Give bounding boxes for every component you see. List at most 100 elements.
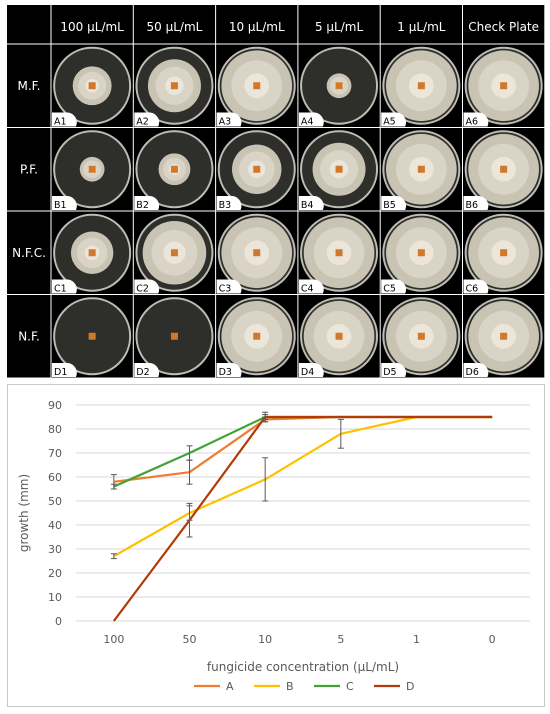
y-tick-label: 60 — [48, 471, 62, 484]
cell-label: C4 — [301, 284, 314, 295]
column-header: 1 µL/mL — [397, 20, 446, 34]
agar-plug — [500, 332, 508, 340]
column-header: Check Plate — [468, 20, 539, 34]
cell-tag — [463, 112, 489, 127]
agar-plug — [88, 249, 96, 257]
agar-plug — [253, 165, 261, 173]
column-header: 5 µL/mL — [315, 20, 364, 34]
cell-label: D6 — [466, 367, 479, 378]
cell-tag — [134, 196, 160, 210]
agar-plug — [88, 332, 96, 340]
cell-label: B4 — [301, 200, 314, 211]
cell-tag — [134, 112, 160, 127]
agar-plug — [335, 82, 343, 90]
y-axis-label: growth (mm) — [17, 474, 31, 552]
x-tick-label: 100 — [103, 633, 124, 646]
cell-tag — [134, 363, 160, 377]
cell-tag — [52, 363, 77, 377]
agar-plug — [253, 332, 261, 340]
x-tick-label: 10 — [258, 633, 272, 646]
cell-label: B5 — [383, 200, 396, 211]
agar-plug — [417, 332, 425, 340]
cell-label: A1 — [54, 117, 67, 128]
agar-plug — [170, 165, 178, 173]
fungal-plate-grid: 100 µL/mL 50 µL/mL 10 µL/mL 5 µL/mL 1 µL/mL C… — [7, 5, 546, 379]
row-label: P.F. — [20, 162, 38, 176]
y-tick-label: 70 — [48, 447, 62, 460]
agar-plug — [88, 82, 96, 90]
cell-tag — [463, 363, 489, 377]
cell-label: A4 — [301, 117, 314, 128]
cell-label: D1 — [54, 367, 67, 378]
cell-label: B2 — [136, 200, 149, 211]
row-label: M.F. — [18, 79, 41, 93]
cell-label: A3 — [219, 117, 232, 128]
y-tick-label: 50 — [48, 495, 62, 508]
series-line-D — [112, 415, 493, 622]
column-header: 10 µL/mL — [229, 20, 285, 34]
column-header: 100 µL/mL — [60, 20, 124, 34]
cell-tag — [298, 279, 324, 294]
cell-label: D5 — [383, 367, 396, 378]
agar-plug — [417, 249, 425, 257]
cell-label: C5 — [383, 284, 396, 295]
cell-tag — [52, 112, 77, 127]
x-axis-label: fungicide concentration (µL/mL) — [207, 660, 399, 674]
cell-tag — [52, 196, 77, 210]
cell-tag — [298, 112, 324, 127]
cell-tag — [381, 363, 407, 377]
agar-plug — [335, 165, 343, 173]
agar-plug — [170, 249, 178, 257]
x-tick-label: 50 — [183, 633, 197, 646]
agar-plug — [170, 332, 178, 340]
plate-grid-svg: 100 µL/mL 50 µL/mL 10 µL/mL 5 µL/mL 1 µL/mL C… — [7, 5, 546, 379]
column-header: 50 µL/mL — [147, 20, 203, 34]
cell-tag — [216, 196, 242, 210]
series-line-C — [113, 415, 493, 488]
y-tick-label: 40 — [48, 519, 62, 532]
cell-label: C6 — [466, 284, 479, 295]
agar-plug — [417, 82, 425, 90]
series-line-A — [113, 415, 493, 483]
agar-plug — [335, 249, 343, 257]
y-tick-label: 90 — [48, 399, 62, 412]
cell-label: B6 — [466, 200, 479, 211]
agar-plug — [253, 82, 261, 90]
y-tick-label: 80 — [48, 423, 62, 436]
agar-plug — [500, 82, 508, 90]
cell-label: D3 — [219, 367, 232, 378]
cell-tag — [463, 196, 489, 210]
agar-plug — [88, 165, 96, 173]
cell-tag — [381, 112, 407, 127]
cell-label: D2 — [136, 367, 149, 378]
cell-tag — [134, 279, 160, 294]
legend-label: D — [406, 680, 414, 693]
x-tick-label: 1 — [413, 633, 420, 646]
y-tick-label: 10 — [48, 591, 62, 604]
agar-plug — [417, 165, 425, 173]
cell-label: A5 — [383, 117, 396, 128]
cell-tag — [52, 279, 77, 294]
cell-tag — [216, 363, 242, 377]
y-tick-label: 30 — [48, 543, 62, 556]
row-label: N.F. — [18, 329, 40, 343]
legend-label: C — [346, 680, 354, 693]
cell-tag — [216, 279, 242, 294]
agar-plug — [335, 332, 343, 340]
growth-chart: 0 10 20 30 40 50 60 70 80 90 100 50 10 5 1 0 fungicide c… — [7, 384, 545, 707]
agar-plug — [253, 249, 261, 257]
cell-label: A2 — [136, 117, 149, 128]
cell-label: C2 — [136, 284, 149, 295]
cell-label: C3 — [219, 284, 232, 295]
y-tick-label: 20 — [48, 567, 62, 580]
cell-label: B3 — [219, 200, 232, 211]
row-label: N.F.C. — [12, 246, 46, 260]
agar-plug — [500, 165, 508, 173]
series-line-B — [113, 415, 493, 558]
cell-tag — [381, 279, 407, 294]
cell-tag — [298, 196, 324, 210]
agar-plug — [500, 249, 508, 257]
cell-tag — [381, 196, 407, 210]
x-tick-label: 5 — [337, 633, 344, 646]
